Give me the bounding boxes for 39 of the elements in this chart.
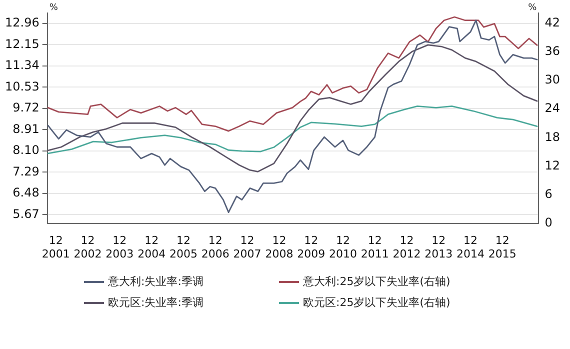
y-tick-label: 7.29 bbox=[12, 164, 40, 178]
y-tick-label: 9.72 bbox=[12, 100, 40, 115]
y-tick-label: 12.15 bbox=[4, 36, 40, 51]
x-tick-label: 12 2014 bbox=[456, 234, 485, 260]
y2-tick-label: 36 bbox=[544, 44, 560, 58]
y-tick-label: 12.96 bbox=[4, 16, 40, 30]
x-tick-label: 12 2002 bbox=[74, 234, 102, 260]
y-tick-label: 8.91 bbox=[12, 122, 40, 136]
x-tick-label: 12 2013 bbox=[424, 234, 453, 260]
y2-tick-label: 6 bbox=[544, 187, 552, 202]
y2-tick-label: 24 bbox=[544, 101, 560, 116]
x-tick-label: 12 2011 bbox=[360, 234, 389, 260]
x-tick-label: 12 2001 bbox=[42, 234, 70, 260]
y-tick-label: 5.67 bbox=[12, 206, 40, 221]
y2-tick-label: 42 bbox=[544, 15, 560, 30]
x-tick-label: 12 2006 bbox=[201, 234, 230, 260]
legend-label: 意大利:失业率:季调 bbox=[108, 274, 204, 289]
legend-label: 欧元区:失业率:季调 bbox=[108, 295, 204, 310]
x-tick-label: 12 2003 bbox=[106, 234, 134, 260]
x-tick-label: 12 2005 bbox=[169, 234, 198, 260]
y2-tick-label: 30 bbox=[544, 72, 560, 87]
x-tick-label: 12 2008 bbox=[265, 234, 294, 260]
y-axis-title: % bbox=[49, 3, 58, 14]
legend-label: 欧元区:25岁以下失业率(右轴) bbox=[303, 295, 450, 310]
y-tick-label: 10.53 bbox=[4, 79, 40, 94]
y2-tick-label: 18 bbox=[544, 130, 560, 144]
legend-label: 意大利:25岁以下失业率(右轴) bbox=[303, 274, 450, 289]
y2-tick-label: 0 bbox=[544, 216, 552, 230]
y-tick-label: 8.10 bbox=[12, 143, 40, 158]
y-tick-label: 11.34 bbox=[4, 58, 40, 72]
x-tick-label: 12 2009 bbox=[297, 234, 326, 260]
x-tick-label: 12 2007 bbox=[233, 234, 262, 260]
y2-tick-label: 12 bbox=[544, 158, 560, 172]
y-tick-label: 6.48 bbox=[12, 186, 40, 200]
x-tick-label: 12 2004 bbox=[138, 234, 166, 260]
x-tick-label: 12 2010 bbox=[328, 234, 357, 260]
y2-axis-title: % bbox=[528, 3, 538, 14]
x-tick-label: 12 2012 bbox=[392, 234, 421, 260]
x-tick-label: 12 2015 bbox=[488, 234, 516, 260]
